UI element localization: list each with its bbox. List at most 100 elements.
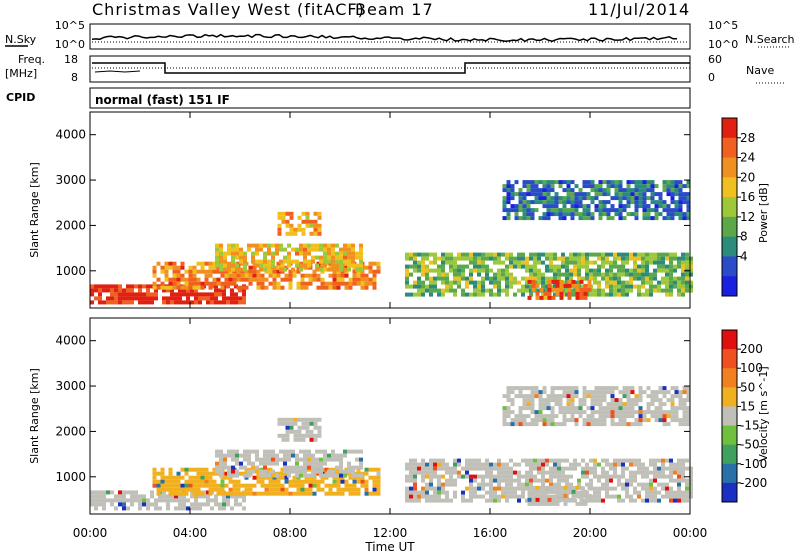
echo-cell [598, 216, 603, 221]
echo-cell [593, 498, 597, 503]
echo-cell [481, 280, 485, 285]
echo-cell [359, 251, 363, 256]
echo-cell [545, 280, 549, 285]
echo-cell [497, 276, 501, 281]
echo-cell [529, 466, 533, 471]
echo-cell [359, 465, 363, 470]
echo-cell [601, 292, 605, 297]
echo-cell [465, 256, 469, 261]
echo-cell [267, 247, 271, 252]
echo-cell [347, 255, 351, 260]
echo-cell [106, 498, 110, 503]
echo-cell [617, 268, 621, 273]
echo-cell [405, 462, 409, 467]
echo-cell [90, 498, 94, 503]
echo-cell [359, 255, 363, 260]
echo-cell [239, 255, 243, 260]
echo-cell [509, 260, 513, 265]
echo-cell [489, 276, 493, 281]
echo-cell [629, 462, 633, 467]
echo-cell [649, 482, 653, 487]
echo-cell [216, 277, 221, 282]
echo-cell [550, 406, 555, 411]
echo-cell [215, 469, 219, 474]
echo-cell [319, 255, 323, 260]
echo-cell [505, 466, 509, 471]
echo-cell [307, 453, 311, 458]
echo-cell [549, 482, 553, 487]
y-tick-label: 3000 [55, 173, 86, 187]
echo-cell [606, 402, 611, 407]
echo-cell [224, 491, 229, 496]
echo-cell [642, 208, 647, 213]
echo-cell [669, 474, 673, 479]
echo-cell [433, 466, 437, 471]
echo-cell [537, 466, 541, 471]
echo-cell [673, 252, 677, 257]
echo-cell [590, 410, 595, 415]
echo-cell [305, 223, 310, 228]
echo-cell [625, 252, 629, 257]
echo-cell [232, 281, 237, 286]
echo-cell [481, 486, 485, 491]
echo-cell [188, 273, 193, 278]
echo-cell [202, 292, 206, 297]
echo-cell [575, 485, 580, 490]
echo-cell [630, 196, 635, 201]
echo-cell [469, 260, 473, 265]
echo-cell [609, 280, 613, 285]
echo-cell [292, 491, 297, 496]
echo-cell [168, 467, 173, 472]
echo-cell [170, 292, 174, 297]
echo-cell [368, 265, 373, 270]
echo-cell [674, 390, 679, 395]
echo-cell [642, 196, 647, 201]
echo-cell [586, 196, 591, 201]
echo-cell [208, 273, 213, 278]
echo-cell [214, 288, 218, 293]
echo-cell [230, 292, 234, 297]
echo-cell [319, 461, 323, 466]
echo-cell [94, 284, 98, 289]
echo-cell [686, 200, 691, 205]
echo-cell [279, 449, 283, 454]
echo-cell [352, 281, 357, 286]
echo-cell [517, 462, 521, 467]
echo-cell [300, 285, 305, 290]
echo-cell [630, 422, 635, 427]
echo-cell [630, 188, 635, 193]
echo-cell [539, 493, 544, 498]
echo-cell [166, 288, 170, 293]
echo-cell [654, 418, 659, 423]
echo-cell [614, 406, 619, 411]
echo-cell [526, 180, 531, 185]
echo-cell [546, 398, 551, 403]
echo-cell [473, 284, 477, 289]
echo-cell [570, 180, 575, 185]
echo-cell [219, 453, 223, 458]
echo-cell [348, 281, 353, 286]
echo-cell [578, 192, 583, 197]
echo-cell [433, 458, 437, 463]
echo-cell [513, 256, 517, 261]
echo-cell [299, 251, 303, 256]
echo-cell [184, 277, 189, 282]
echo-cell [586, 418, 591, 423]
echo-cell [549, 276, 553, 281]
echo-cell [168, 471, 173, 476]
echo-cell [212, 261, 217, 266]
echo-cell [630, 212, 635, 217]
echo-cell [518, 204, 523, 209]
echo-cell [555, 283, 560, 288]
echo-cell [522, 386, 527, 391]
echo-cell [425, 272, 429, 277]
echo-cell [445, 288, 449, 293]
echo-cell [453, 256, 457, 261]
echo-cell [662, 414, 667, 419]
echo-cell [613, 284, 617, 289]
echo-cell [594, 204, 599, 209]
echo-cell [425, 276, 429, 281]
echo-cell [351, 465, 355, 470]
echo-cell [570, 196, 575, 201]
echo-cell [577, 264, 581, 269]
